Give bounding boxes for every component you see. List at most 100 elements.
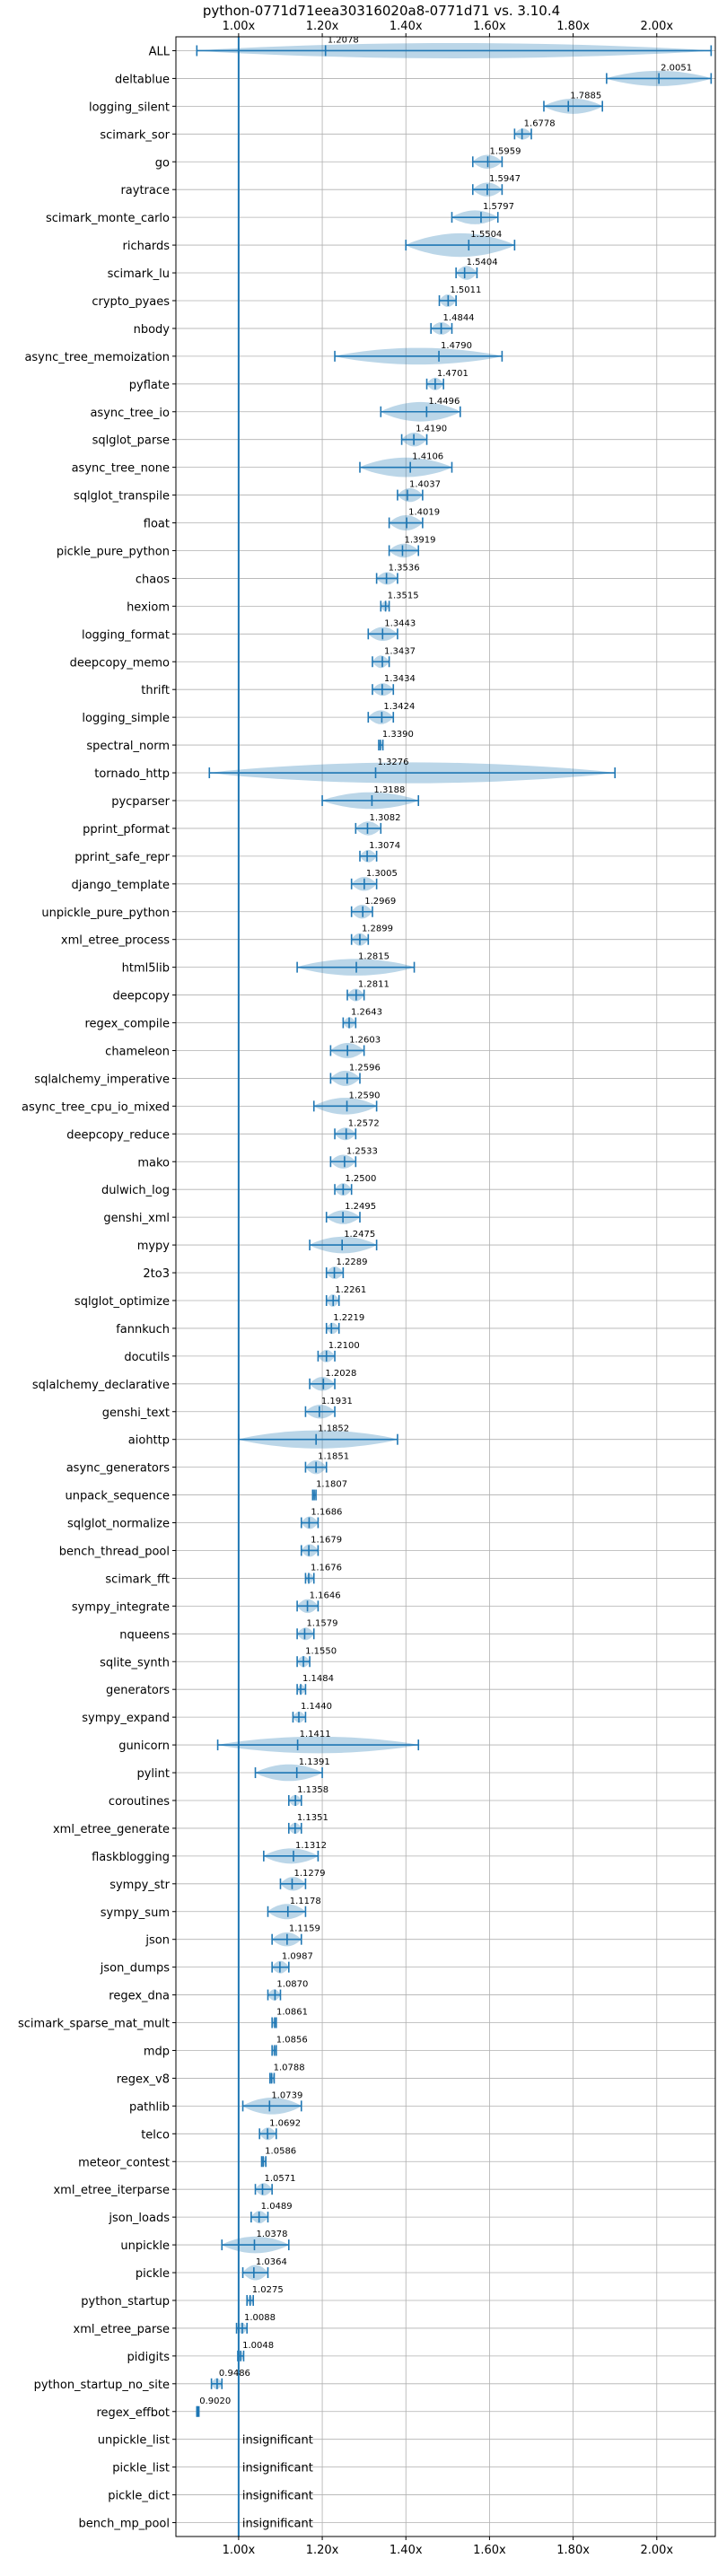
value-label: 1.3188 bbox=[373, 785, 405, 795]
violin-pprint_pformat bbox=[355, 821, 382, 836]
value-label: 1.0870 bbox=[276, 1980, 308, 1990]
violin-logging_format bbox=[367, 626, 398, 641]
value-label: 1.2100 bbox=[328, 1341, 360, 1351]
violin-xml_etree_iterparse bbox=[254, 2183, 273, 2196]
violin-python_startup bbox=[246, 2294, 254, 2306]
value-label: 1.2596 bbox=[349, 1063, 381, 1073]
violin-xml_etree_parse bbox=[235, 2322, 249, 2335]
value-label: 1.1391 bbox=[299, 1757, 330, 1767]
value-label: 1.3919 bbox=[404, 535, 435, 545]
benchmark-name-label: coroutines bbox=[109, 1795, 170, 1809]
benchmark-name-label: regex_dna bbox=[109, 1990, 170, 2003]
violin-deepcopy_memo bbox=[372, 655, 390, 669]
benchmark-name-label: meteor_contest bbox=[78, 2156, 170, 2169]
benchmark-name-label: nqueens bbox=[119, 1628, 170, 1642]
violin-sympy_str bbox=[279, 1877, 307, 1891]
violin-mdp bbox=[271, 2045, 277, 2056]
value-label: 1.1159 bbox=[289, 1924, 320, 1934]
violin-sqlglot_transpile bbox=[397, 487, 424, 503]
benchmark-name-label: django_template bbox=[72, 879, 170, 892]
x-tick-label-bottom: 2.00x bbox=[640, 2544, 673, 2557]
violin-html5lib bbox=[296, 959, 416, 976]
value-label: 1.2028 bbox=[325, 1369, 356, 1379]
value-label: 1.2899 bbox=[362, 924, 393, 934]
value-label: 1.2500 bbox=[345, 1174, 376, 1184]
violin-nbody bbox=[430, 322, 453, 335]
value-label: 1.0489 bbox=[261, 2202, 293, 2212]
violin-unpickle_pure_python bbox=[350, 905, 373, 919]
violin-genshi_text bbox=[304, 1405, 336, 1419]
value-label: 1.2533 bbox=[346, 1146, 378, 1156]
x-tick-label-bottom: 1.60x bbox=[473, 2544, 506, 2557]
value-label: 1.3005 bbox=[366, 869, 398, 879]
x-tick-label-top: 1.20x bbox=[306, 20, 339, 33]
violin-meteor_contest bbox=[260, 2156, 267, 2168]
violin-docutils bbox=[317, 1349, 336, 1362]
violin-regex_dna bbox=[267, 1989, 282, 2001]
benchmark-name-label: pylint bbox=[136, 1767, 170, 1781]
benchmark-name-label: mako bbox=[137, 1156, 170, 1170]
value-label: 1.0987 bbox=[282, 1952, 313, 1962]
violin-async_generators bbox=[304, 1459, 328, 1475]
violin-scimark_monte_carlo bbox=[451, 210, 499, 224]
violin-richards bbox=[405, 232, 516, 258]
violin-scimark_sor bbox=[513, 128, 532, 140]
violin-deepcopy_reduce bbox=[334, 1127, 357, 1141]
benchmark-name-label: pickle bbox=[136, 2267, 170, 2281]
violin-nqueens bbox=[296, 1627, 315, 1641]
violin-genshi_xml bbox=[325, 1210, 361, 1224]
benchmark-name-label: logging_format bbox=[82, 628, 170, 642]
value-label: 1.3074 bbox=[369, 841, 400, 851]
benchmark-name-label: pickle_list bbox=[112, 2462, 170, 2475]
value-label: 1.5797 bbox=[483, 202, 514, 212]
benchmark-name-label: float bbox=[144, 518, 170, 531]
value-label: 1.0364 bbox=[256, 2257, 287, 2267]
benchmark-name-label: genshi_xml bbox=[103, 1212, 170, 1225]
violin-pickle_pure_python bbox=[388, 543, 420, 558]
benchmark-name-label: pprint_safe_repr bbox=[74, 851, 170, 864]
value-label: 1.1440 bbox=[301, 1702, 332, 1712]
plot-frame bbox=[175, 36, 716, 2537]
value-label: 1.4190 bbox=[416, 425, 447, 434]
violin-pidigits bbox=[237, 2350, 245, 2361]
value-label: 1.3424 bbox=[383, 702, 415, 712]
value-label: 1.1312 bbox=[295, 1841, 327, 1851]
violin-telco bbox=[258, 2127, 277, 2141]
benchmark-name-label: sqlalchemy_imperative bbox=[34, 1073, 170, 1086]
x-tick-label-top: 2.00x bbox=[640, 20, 673, 33]
benchmark-name-label: gunicorn bbox=[118, 1739, 170, 1753]
violin-2to3 bbox=[325, 1266, 345, 1279]
benchmark-name-label: sqlglot_normalize bbox=[67, 1518, 170, 1531]
violin-pyflate bbox=[425, 377, 444, 390]
value-label: 1.3536 bbox=[389, 563, 420, 573]
insignificant-label: insignificant bbox=[242, 2434, 313, 2448]
violin-flaskblogging bbox=[263, 1848, 320, 1864]
violin-async_tree_cpu_io_mixed bbox=[312, 1098, 378, 1115]
value-label: 1.4496 bbox=[428, 397, 460, 407]
violin-sqlglot_optimize bbox=[325, 1294, 340, 1307]
violin-mypy bbox=[309, 1236, 378, 1254]
benchmark-name-label: docutils bbox=[124, 1351, 170, 1364]
value-label: 1.1351 bbox=[297, 1813, 328, 1823]
violin-layer bbox=[196, 43, 713, 2417]
violin-hexiom bbox=[380, 600, 390, 612]
violin-json_loads bbox=[250, 2211, 269, 2224]
benchmark-name-label: sympy_str bbox=[109, 1879, 170, 1892]
violin-pylint bbox=[254, 1764, 323, 1782]
benchmark-name-label: thrift bbox=[141, 684, 170, 697]
value-label: 1.2969 bbox=[364, 897, 396, 907]
value-label: 1.2590 bbox=[349, 1091, 381, 1100]
benchmark-name-label: hexiom bbox=[127, 600, 170, 614]
benchmark-name-label: telco bbox=[141, 2128, 170, 2142]
benchmark-name-label: regex_compile bbox=[84, 1018, 170, 1031]
value-label: 0.9020 bbox=[199, 2396, 231, 2406]
value-label: 1.2815 bbox=[358, 952, 390, 962]
value-label: 1.0788 bbox=[274, 2063, 305, 2072]
benchmark-name-label: chameleon bbox=[105, 1045, 170, 1058]
benchmark-name-label: scimark_sparse_mat_mult bbox=[18, 2018, 170, 2031]
violin-unpickle bbox=[221, 2236, 290, 2254]
insignificant-label: insignificant bbox=[242, 2462, 313, 2475]
benchmark-name-label: xml_etree_process bbox=[61, 934, 170, 948]
benchmark-name-label: crypto_pyaes bbox=[92, 295, 170, 309]
